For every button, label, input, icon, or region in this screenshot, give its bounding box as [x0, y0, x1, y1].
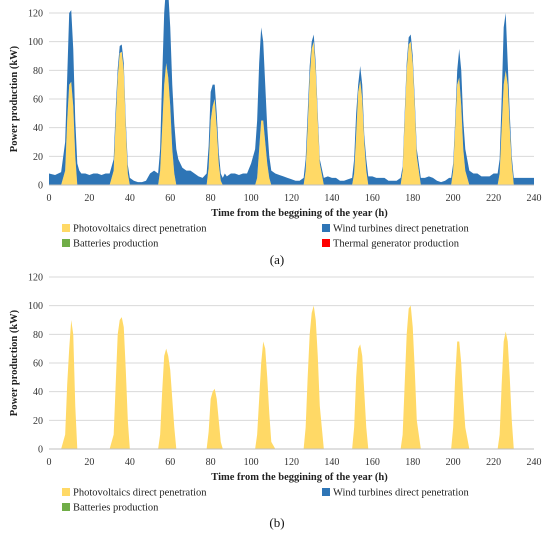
panel-b-x-tick-label: 180 [405, 457, 420, 468]
panel-b-y-tick-label: 100 [28, 301, 43, 312]
panel-a-legend-label: Photovoltaics direct penetration [73, 224, 207, 235]
panel-a-y-tick-label: 120 [28, 9, 43, 20]
panel-a-legend-label: Wind turbines direct penetration [333, 224, 469, 235]
panel-b-legend-swatch [62, 503, 70, 511]
panel-b-legend-swatch [62, 488, 70, 496]
panel-b-y-tick-label: 120 [28, 273, 43, 284]
panel-b-y-tick-label: 40 [33, 387, 43, 398]
panel-a-x-tick-label: 120 [284, 193, 299, 204]
panel-b-x-tick-label: 160 [365, 457, 380, 468]
panel-a-x-tick-label: 180 [405, 193, 420, 204]
panel-a-legend-swatch [62, 239, 70, 247]
panel-b-y-tick-label: 0 [38, 445, 43, 456]
panel-b-x-tick-label: 40 [125, 457, 135, 468]
panel-a-x-tick-label: 0 [47, 193, 52, 204]
panel-b-x-tick-label: 140 [324, 457, 339, 468]
panel-b-y-tick-label: 80 [33, 330, 43, 341]
panel-a-x-tick-label: 240 [527, 193, 542, 204]
panel-b-y-tick-label: 20 [33, 416, 43, 427]
panel-a-x-tick-label: 100 [244, 193, 259, 204]
panel-a-x-axis-title: Time from the beggining of the year (h) [211, 208, 388, 219]
panel-a-legend-swatch [62, 224, 70, 232]
chart-panel-a: 0 20 40 60 80 100 120 0 20 40 60 80 100 120 140 160 180 2… [9, 0, 542, 267]
panel-a-legend-label: Thermal generator production [333, 239, 460, 250]
panel-b-x-tick-label: 220 [486, 457, 501, 468]
panel-a-y-tick-label: 80 [33, 66, 43, 77]
panel-b-legend-label: Photovoltaics direct penetration [73, 488, 207, 499]
panel-a-y-tick-label: 100 [28, 37, 43, 48]
panel-b-x-tick-label: 20 [84, 457, 94, 468]
panel-b-x-tick-label: 0 [47, 457, 52, 468]
panel-a-legend-swatch [322, 239, 330, 247]
panel-b-y-axis-title: Power production (kW) [9, 309, 20, 416]
panel-a-photovoltaics-area [49, 41, 534, 185]
panel-a-y-axis-title: Power production (kW) [9, 45, 20, 152]
panel-b-x-tick-label: 100 [244, 457, 259, 468]
panel-b-x-tick-label: 240 [527, 457, 542, 468]
panel-b-x-tick-label: 200 [446, 457, 461, 468]
panel-a-x-tick-label: 200 [446, 193, 461, 204]
panel-b-x-axis-title: Time from the beggining of the year (h) [211, 472, 388, 483]
panel-a-x-tick-label: 20 [84, 193, 94, 204]
panel-b-legend-swatch [322, 488, 330, 496]
panel-b-photovoltaics-area [49, 305, 534, 449]
panel-b-x-tick-label: 80 [206, 457, 216, 468]
panel-b-legend-label: Batteries production [73, 503, 159, 514]
panel-a-x-tick-label: 160 [365, 193, 380, 204]
panel-a-wind-area [49, 0, 534, 185]
panel-a-x-tick-label: 40 [125, 193, 135, 204]
panel-b-legend-label: Wind turbines direct penetration [333, 488, 469, 499]
panel-b-label: (b) [269, 515, 284, 530]
panel-a-x-tick-label: 220 [486, 193, 501, 204]
panel-b-x-tick-label: 60 [165, 457, 175, 468]
panel-a-y-tick-label: 60 [33, 95, 43, 106]
panel-a-legend-label: Batteries production [73, 239, 159, 250]
panel-a-x-tick-label: 60 [165, 193, 175, 204]
panel-b-y-tick-label: 60 [33, 359, 43, 370]
panel-a-x-tick-label: 140 [324, 193, 339, 204]
panel-a-x-tick-label: 80 [206, 193, 216, 204]
chart-panel-b: 0 20 40 60 80 100 120 0 20 40 60 80 100 120 140 160 180 2… [9, 273, 542, 531]
panel-a-legend-swatch [322, 224, 330, 232]
panel-a-y-tick-label: 40 [33, 123, 43, 134]
panel-a-y-tick-label: 20 [33, 152, 43, 163]
panel-a-label: (a) [270, 252, 284, 267]
panel-a-y-tick-label: 0 [38, 181, 43, 192]
panel-b-x-tick-label: 120 [284, 457, 299, 468]
